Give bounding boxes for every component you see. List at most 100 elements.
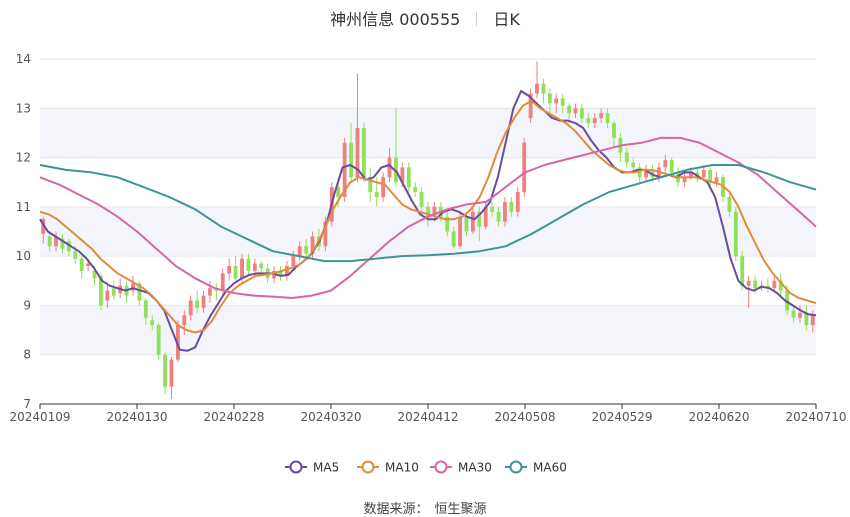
- series-line-ma10: [39, 99, 817, 334]
- candle-body: [233, 266, 238, 279]
- candle-body: [182, 315, 187, 326]
- y-tick-label: 8: [23, 348, 31, 362]
- candle-body: [560, 98, 565, 106]
- candle-body: [477, 211, 482, 227]
- x-tick-label: 20240109: [9, 410, 70, 424]
- candle-body: [746, 280, 751, 286]
- candle-body: [624, 152, 629, 163]
- candle-body: [252, 263, 257, 271]
- candle-body: [464, 216, 469, 232]
- candle-body: [79, 258, 84, 271]
- candle-body: [143, 300, 148, 318]
- candle-body: [451, 231, 456, 247]
- candle-body: [522, 142, 527, 193]
- candle-body: [381, 177, 386, 197]
- candle-body: [740, 256, 745, 286]
- candle-body: [406, 167, 411, 188]
- series-line-ma5: [39, 90, 817, 352]
- candle-body: [810, 315, 815, 326]
- candle-body: [483, 206, 488, 227]
- candle-body: [426, 206, 430, 217]
- y-tick-label: 7: [23, 397, 31, 411]
- grid-band: [40, 305, 816, 355]
- candle-body: [458, 216, 462, 247]
- candle-body: [368, 177, 373, 193]
- candle-body: [54, 236, 58, 247]
- candle-body: [195, 300, 200, 308]
- candle-body: [541, 83, 546, 94]
- candle-body: [105, 290, 110, 301]
- candle-body: [169, 359, 174, 387]
- candle-body: [470, 211, 475, 232]
- candle-body: [86, 263, 91, 266]
- candle-body: [798, 312, 802, 318]
- candle-body: [528, 93, 533, 119]
- candle-body: [612, 123, 616, 138]
- candle-body: [66, 241, 71, 252]
- candle-body: [778, 280, 783, 291]
- source-value: 恒生聚源: [434, 502, 487, 517]
- candle-body: [663, 160, 668, 168]
- series-line-ma30: [39, 136, 817, 299]
- candle-body: [259, 263, 264, 269]
- period-label: 日K: [493, 10, 520, 29]
- candle-body: [240, 258, 244, 279]
- candle-body: [220, 273, 225, 291]
- candle-body: [201, 295, 206, 308]
- legend-marker: [361, 460, 375, 474]
- candle-body: [733, 211, 738, 257]
- y-tick-label: 12: [16, 151, 31, 165]
- candle-body: [310, 236, 315, 254]
- legend-marker: [434, 460, 448, 474]
- candle-body: [503, 201, 507, 222]
- candle-body: [227, 266, 232, 274]
- candle-body: [131, 283, 135, 291]
- candle-body: [92, 270, 97, 279]
- x-tick-label: 20240620: [688, 410, 749, 424]
- x-tick-label: 20240130: [106, 410, 167, 424]
- candle-body: [304, 246, 309, 254]
- candle-body: [605, 113, 610, 124]
- candle-body: [515, 192, 520, 212]
- candle-body: [804, 312, 809, 326]
- candle-body: [701, 169, 706, 178]
- grid-band: [40, 108, 816, 158]
- y-tick-label: 11: [16, 200, 31, 214]
- legend-marker: [509, 460, 523, 474]
- candle-body: [137, 283, 142, 301]
- candle-body: [432, 206, 437, 217]
- candle-body: [342, 142, 347, 197]
- legend-label-ma10: MA10: [385, 461, 419, 475]
- candle-body: [188, 300, 193, 316]
- candle-body: [41, 219, 46, 234]
- candle-body: [496, 211, 501, 222]
- candle-body: [99, 275, 103, 306]
- candle-body: [400, 167, 405, 183]
- candle-body: [111, 288, 116, 296]
- candle-body: [445, 216, 450, 232]
- y-tick-label: 9: [23, 298, 31, 312]
- x-tick-label: 20240412: [397, 410, 458, 424]
- x-tick-label: 20240320: [300, 410, 361, 424]
- candle-body: [387, 157, 392, 178]
- x-tick-label: 20240508: [494, 410, 555, 424]
- legend-label-ma30: MA30: [458, 461, 492, 475]
- candle-body: [336, 187, 341, 197]
- candle-body: [355, 128, 360, 178]
- candle-body: [727, 197, 732, 212]
- x-tick-label: 20240529: [591, 410, 652, 424]
- candle-body: [573, 108, 578, 114]
- candle-body: [637, 167, 642, 178]
- candle-body: [349, 142, 353, 178]
- candle-body: [586, 118, 591, 124]
- chart-title: 神州信息 000555 日K: [0, 6, 850, 30]
- legend-label-ma5: MA5: [313, 461, 339, 475]
- candle-body: [631, 162, 636, 168]
- candle-body: [535, 83, 539, 94]
- source-line: 数据来源： 恒生聚源: [0, 498, 850, 517]
- x-tick-label: 20240228: [203, 410, 264, 424]
- legend-marker: [289, 460, 303, 474]
- stock-name: 神州信息 000555: [330, 10, 461, 29]
- candle-body: [490, 206, 495, 212]
- candle-body: [394, 157, 398, 183]
